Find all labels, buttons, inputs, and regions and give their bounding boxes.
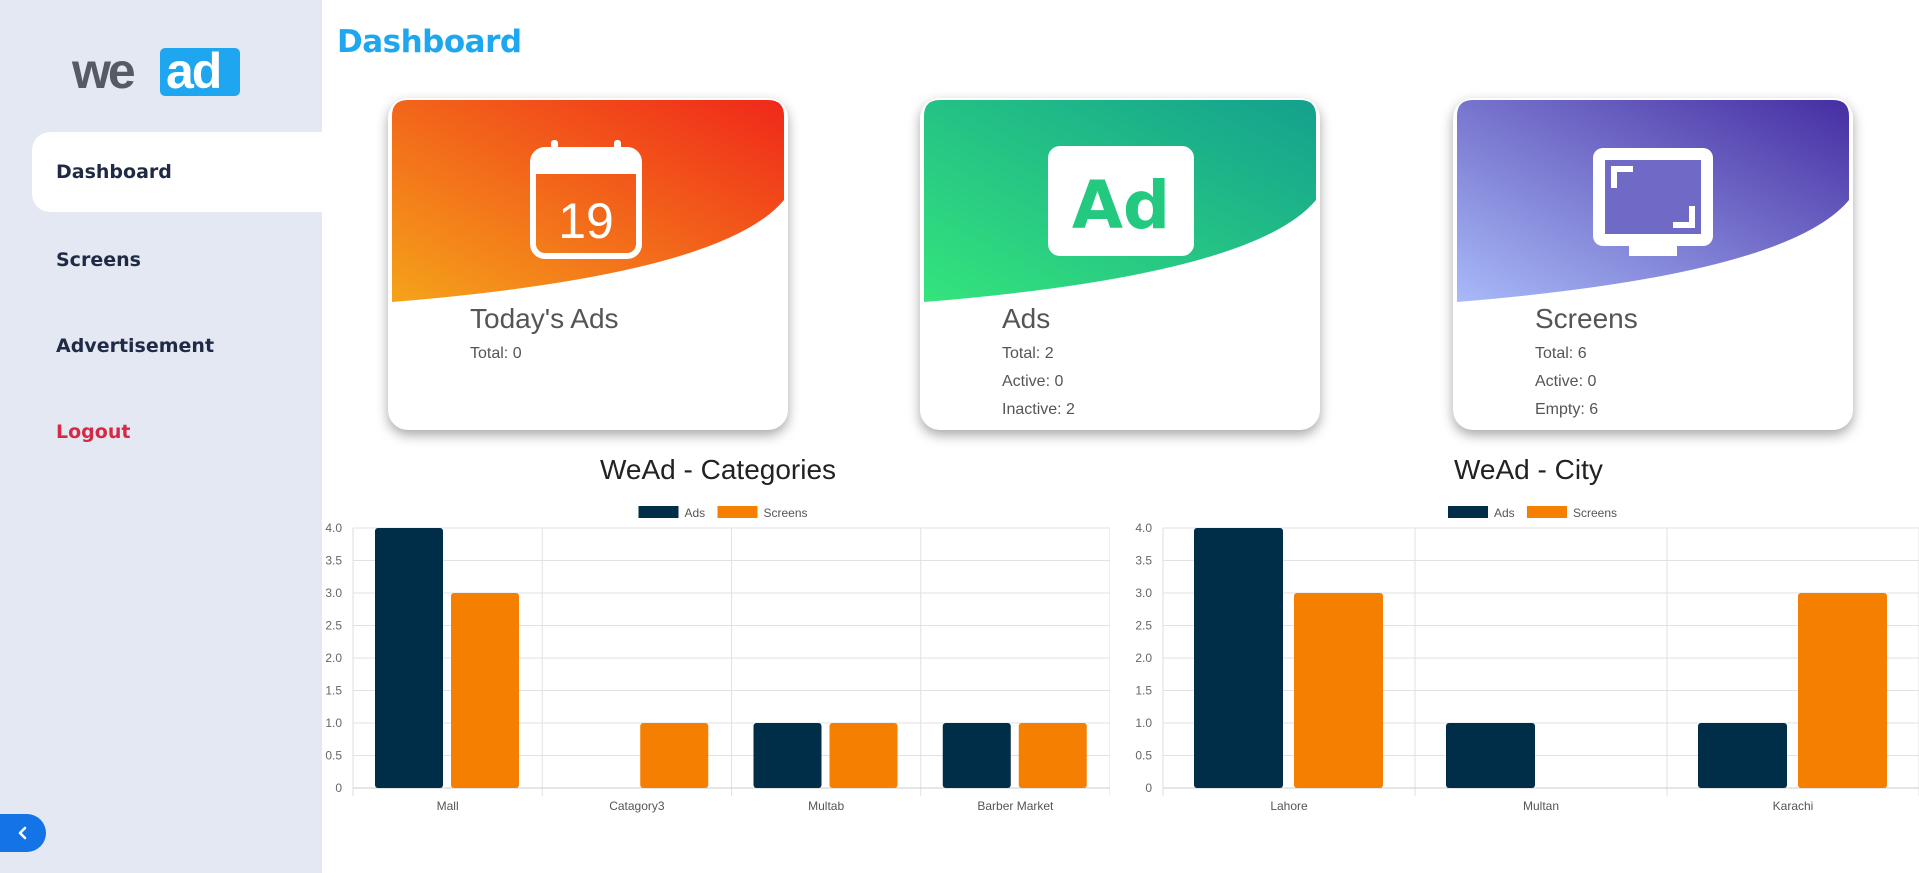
chart-title-city: WeAd - City <box>1454 454 1603 485</box>
logo-text-left: we <box>72 46 135 98</box>
card-todays-ads: 19 Today's Ads Total: 0 <box>388 98 788 430</box>
page-title: Dashboard <box>337 24 522 60</box>
sidebar-item-label: Logout <box>56 421 131 443</box>
bar-ads <box>1698 723 1787 788</box>
y-tick-label: 2.5 <box>1135 619 1152 633</box>
sidebar-item-label: Screens <box>56 249 141 271</box>
legend-swatch-screens <box>717 506 758 518</box>
card-title: Ads <box>1002 303 1051 334</box>
y-tick-label: 0 <box>1145 781 1152 795</box>
y-tick-label: 2.0 <box>1135 651 1152 665</box>
x-tick-label: Catagory3 <box>609 799 665 813</box>
bar-ads <box>1194 528 1283 788</box>
y-tick-label: 3.0 <box>1135 586 1152 600</box>
y-tick-label: 0.5 <box>1135 749 1152 763</box>
y-tick-label: 0.5 <box>325 749 342 763</box>
sidebar-item-screens[interactable]: Screens <box>32 220 322 300</box>
chart-title-categories: WeAd - Categories <box>600 454 837 485</box>
card-screens: Screens Total: 6 Active: 0 Empty: 6 <box>1453 98 1853 430</box>
bar-screens <box>451 593 519 788</box>
card-header-shape: 19 <box>392 100 784 302</box>
bar-ads <box>753 723 822 788</box>
ad-icon: Ad <box>1048 146 1194 256</box>
chevron-left-icon <box>18 826 27 840</box>
card-header-shape <box>1457 100 1849 302</box>
legend-label: Ads <box>685 506 706 520</box>
card-stat-empty: Empty: 6 <box>1535 401 1599 418</box>
bar-screens <box>1798 593 1887 788</box>
y-tick-label: 2.0 <box>325 651 342 665</box>
y-tick-label: 4.0 <box>1135 521 1152 535</box>
bar-screens <box>1018 723 1087 788</box>
legend-swatch-screens <box>1527 506 1567 518</box>
legend-swatch-ads <box>638 506 679 518</box>
wead-logo: we ad <box>72 46 240 98</box>
card-title: Screens <box>1535 303 1638 334</box>
legend-label: Ads <box>1494 506 1515 520</box>
sidebar-collapse-button[interactable] <box>0 814 46 852</box>
calendar-icon: 19 <box>530 140 642 259</box>
sidebar-item-dashboard[interactable]: Dashboard <box>32 132 322 212</box>
bar-screens <box>1294 593 1383 788</box>
bar-screens <box>829 723 898 788</box>
y-tick-label: 3.0 <box>325 586 342 600</box>
sidebar: we ad Dashboard Screens Advertisement Lo… <box>0 0 322 873</box>
card-stat-total: Total: 2 <box>1002 345 1054 362</box>
y-tick-label: 2.5 <box>325 619 342 633</box>
bar-ads <box>375 528 443 788</box>
x-tick-label: Karachi <box>1773 799 1814 813</box>
y-tick-label: 1.0 <box>1135 716 1152 730</box>
card-header-shape: Ad <box>924 100 1316 302</box>
bar-ads <box>1446 723 1535 788</box>
legend-label: Screens <box>764 506 808 520</box>
y-tick-label: 3.5 <box>1135 554 1152 568</box>
sidebar-item-label: Advertisement <box>56 335 215 357</box>
y-tick-label: 4.0 <box>325 521 342 535</box>
y-tick-label: 1.5 <box>325 684 342 698</box>
y-tick-label: 1.5 <box>1135 684 1152 698</box>
y-tick-label: 1.0 <box>325 716 342 730</box>
x-tick-label: Mall <box>437 799 459 813</box>
y-tick-label: 0 <box>335 781 342 795</box>
x-tick-label: Barber Market <box>977 799 1054 813</box>
legend-swatch-ads <box>1448 506 1488 518</box>
y-tick-label: 3.5 <box>325 554 342 568</box>
x-tick-label: Multab <box>808 799 844 813</box>
categories-bar-chart: 0 0.5 1.0 1.5 2.0 2.5 3.0 3.5 4.0 Mall Catagory3 Mu… <box>325 506 1110 813</box>
sidebar-item-logout[interactable]: Logout <box>32 392 322 472</box>
card-stat-inactive: Inactive: 2 <box>1002 401 1075 418</box>
x-tick-label: Lahore <box>1270 799 1308 813</box>
city-bar-chart: 0 0.5 1.0 1.5 2.0 2.5 3.0 3.5 4.0 Lahore Multan Kar… <box>1135 506 1919 813</box>
card-stat-active: Active: 0 <box>1535 373 1597 390</box>
card-stat-total: Total: 6 <box>1535 345 1587 362</box>
legend-label: Screens <box>1573 506 1617 520</box>
card-stat-total: Total: 0 <box>470 345 522 362</box>
ad-icon-text: Ad <box>1072 167 1170 244</box>
bar-screens <box>640 723 709 788</box>
calendar-day: 19 <box>558 193 614 249</box>
card-title: Today's Ads <box>470 303 619 334</box>
card-stat-active: Active: 0 <box>1002 373 1064 390</box>
sidebar-item-label: Dashboard <box>56 161 172 183</box>
sidebar-item-advertisement[interactable]: Advertisement <box>32 306 322 386</box>
bar-ads <box>942 723 1011 788</box>
card-ads: Ad Ads Total: 2 Active: 0 Inactive: 2 <box>920 98 1320 430</box>
x-tick-label: Multan <box>1523 799 1559 813</box>
logo-text-right: ad <box>166 46 220 98</box>
screen-icon <box>1593 148 1713 256</box>
